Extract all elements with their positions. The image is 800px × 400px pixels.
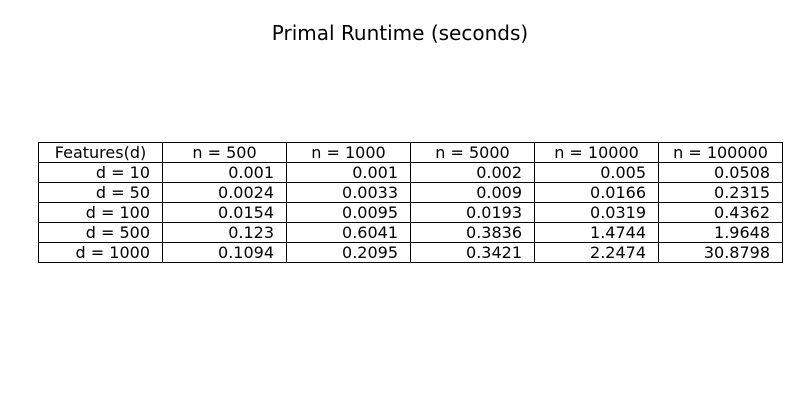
table-cell: 0.0024 [162,182,287,203]
table-cell: 0.0095 [286,202,411,223]
table-row: d = 10 0.001 0.001 0.002 0.005 0.0508 [38,162,783,183]
table-cell: 0.4362 [658,202,783,223]
table-cell: 0.009 [410,182,535,203]
runtime-table: Features(d) n = 500 n = 1000 n = 5000 n … [38,142,783,263]
table-row: d = 500 0.123 0.6041 0.3836 1.4744 1.964… [38,222,783,243]
table-cell: 0.002 [410,162,535,183]
table-cell: 0.005 [534,162,659,183]
column-header: n = 500 [162,142,287,163]
table-cell: 0.2095 [286,242,411,263]
table-cell: 0.001 [286,162,411,183]
table-cell: 1.4744 [534,222,659,243]
column-header: n = 5000 [410,142,535,163]
table-cell: 0.0319 [534,202,659,223]
table-cell: 0.2315 [658,182,783,203]
row-label: d = 50 [38,182,163,203]
table-header-row: Features(d) n = 500 n = 1000 n = 5000 n … [38,142,783,163]
table-cell: 0.0154 [162,202,287,223]
table-row: d = 1000 0.1094 0.2095 0.3421 2.2474 30.… [38,242,783,263]
column-header: n = 10000 [534,142,659,163]
row-label: d = 1000 [38,242,163,263]
table-cell: 0.1094 [162,242,287,263]
row-label: d = 100 [38,202,163,223]
chart-title: Primal Runtime (seconds) [271,21,529,45]
table-cell: 0.123 [162,222,287,243]
table-cell: 0.3836 [410,222,535,243]
row-label: d = 10 [38,162,163,183]
column-header: Features(d) [38,142,163,163]
table-cell: 0.0033 [286,182,411,203]
table-cell: 1.9648 [658,222,783,243]
table-cell: 0.0166 [534,182,659,203]
table-cell: 2.2474 [534,242,659,263]
column-header: n = 100000 [658,142,783,163]
table-cell: 30.8798 [658,242,783,263]
table-row: d = 100 0.0154 0.0095 0.0193 0.0319 0.43… [38,202,783,223]
table-cell: 0.001 [162,162,287,183]
row-label: d = 500 [38,222,163,243]
table-row: d = 50 0.0024 0.0033 0.009 0.0166 0.2315 [38,182,783,203]
table-cell: 0.0193 [410,202,535,223]
table-cell: 0.3421 [410,242,535,263]
column-header: n = 1000 [286,142,411,163]
table-cell: 0.0508 [658,162,783,183]
table-cell: 0.6041 [286,222,411,243]
